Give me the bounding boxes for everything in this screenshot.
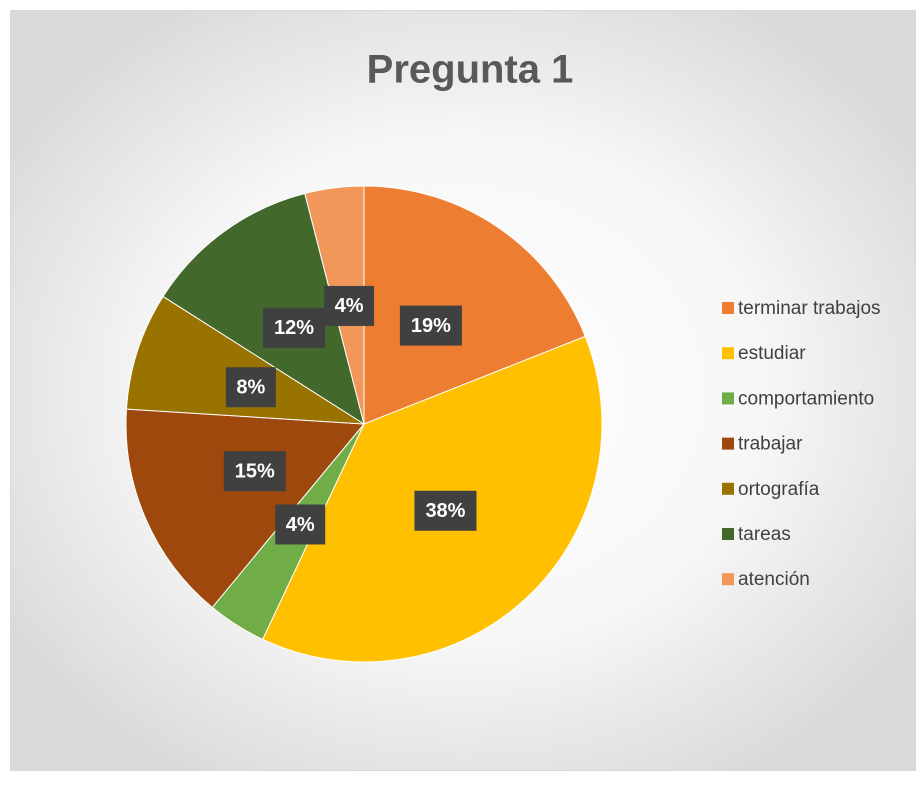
legend-label: atención bbox=[738, 569, 810, 590]
chart-title: Pregunta 1 bbox=[367, 48, 574, 92]
data-label-box bbox=[399, 305, 462, 346]
data-label-box bbox=[414, 490, 477, 531]
legend-swatch bbox=[722, 302, 734, 314]
data-label: 4% bbox=[286, 514, 315, 536]
data-label-box bbox=[324, 285, 375, 326]
data-label-box bbox=[225, 367, 276, 408]
legend-swatch bbox=[722, 437, 734, 450]
data-label: 15% bbox=[235, 461, 275, 483]
legend-swatch bbox=[722, 347, 734, 360]
legend-label: comportamiento bbox=[738, 388, 874, 409]
data-label: 4% bbox=[335, 295, 364, 317]
pie-slice bbox=[363, 185, 586, 425]
legend-swatch bbox=[722, 482, 734, 495]
legend-swatch bbox=[722, 528, 734, 540]
legend-label: estudiar bbox=[738, 343, 806, 364]
data-label-box bbox=[223, 451, 286, 492]
data-label: 38% bbox=[425, 500, 465, 522]
data-label: 19% bbox=[411, 315, 451, 337]
legend-label: trabajar bbox=[738, 434, 803, 455]
legend-label: terminar trabajos bbox=[738, 298, 881, 319]
data-label: 8% bbox=[236, 377, 265, 399]
legend-label: tareas bbox=[738, 524, 791, 545]
legend-swatch bbox=[722, 573, 734, 586]
legend-swatch bbox=[722, 392, 734, 405]
pie-slice bbox=[125, 408, 366, 609]
pie-slice bbox=[125, 295, 365, 425]
legend-label: ortografía bbox=[738, 479, 820, 500]
data-label: 12% bbox=[274, 317, 314, 339]
data-label-box bbox=[275, 504, 326, 545]
data-label-box bbox=[263, 307, 326, 348]
